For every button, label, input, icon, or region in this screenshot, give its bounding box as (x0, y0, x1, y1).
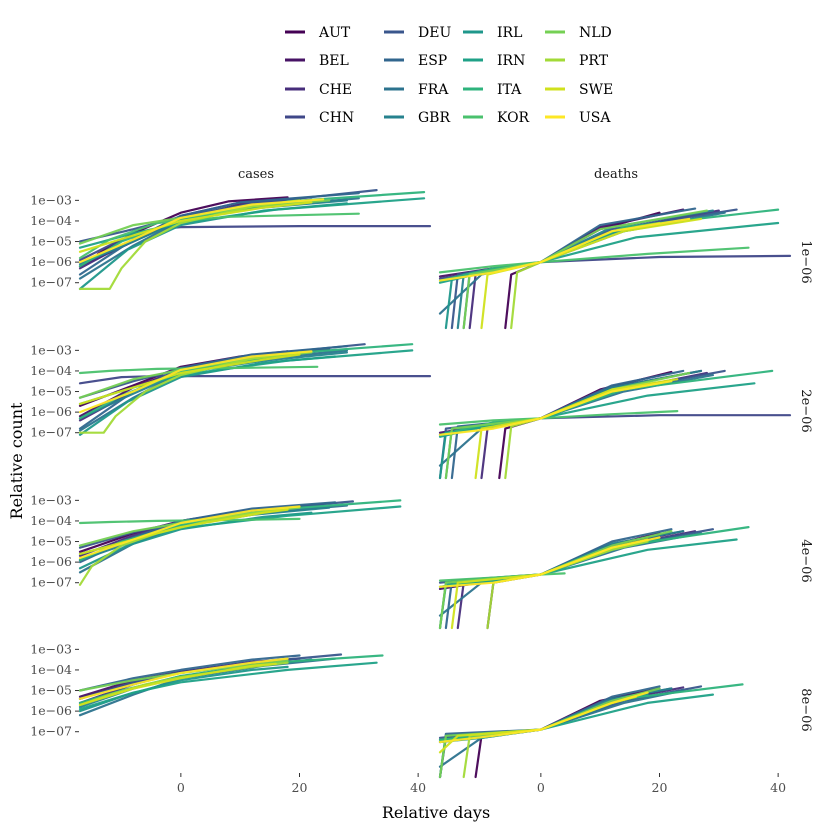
y-tick-label: 1e−06 (30, 404, 72, 419)
series-line-usa (438, 217, 691, 282)
y-tick-label: 1e−04 (30, 662, 72, 677)
legend-label-fra: FRA (418, 82, 449, 98)
series-line-usa (438, 536, 661, 588)
series-line-usa (438, 691, 649, 744)
panel-deaths-row-4 (438, 683, 744, 779)
legend-label-che: CHE (319, 82, 352, 98)
series-line-nld (462, 209, 709, 330)
y-tick-label: 1e−03 (30, 192, 72, 207)
y-axis-title: Relative count (7, 402, 26, 520)
y-tick-label: 1e−06 (30, 703, 72, 718)
series-line-prt (78, 507, 289, 586)
x-tick-label: 40 (770, 780, 786, 795)
axes: 1e−07 1e−06 1e−05 1e−04 1e−03 1e−07 1e−06 1e−05… (30, 192, 786, 795)
legend-label-kor: KOR (497, 110, 530, 126)
panel-deaths-row-1 (438, 207, 792, 330)
series-line-usa (78, 657, 289, 700)
series-line-deu (438, 528, 715, 584)
y-tick-label: 1e−07 (30, 275, 72, 290)
series-line-swe (78, 508, 289, 556)
legend-label-deu: DEU (418, 25, 451, 41)
y-tick-label: 1e−06 (30, 254, 72, 269)
series-line-fra (438, 532, 703, 617)
y-tick-label: 1e−07 (30, 425, 72, 440)
legend-label-irl: IRL (497, 25, 522, 41)
panel-cases-row-2 (78, 343, 432, 436)
series-line-usa (78, 505, 301, 560)
series-line-usa (438, 380, 673, 436)
series-line-prt (510, 221, 661, 330)
series-line-bel (438, 208, 685, 278)
x-axis-title: Relative days (382, 803, 490, 822)
series-line-kor (78, 212, 360, 260)
legend-label-prt: PRT (579, 53, 609, 69)
row-strip-label-2: 2e−06 (798, 389, 813, 432)
legend-label-chn: CHN (319, 110, 354, 126)
y-tick-label: 1e−07 (30, 575, 72, 590)
x-tick-label: 40 (410, 780, 426, 795)
y-tick-label: 1e−05 (30, 234, 72, 249)
x-tick-label: 0 (177, 780, 185, 795)
legend-label-usa: USA (579, 110, 611, 126)
series-line-ita (78, 499, 402, 562)
y-tick-label: 1e−04 (30, 363, 72, 378)
series-line-kor (78, 365, 319, 375)
series-line-prt (78, 351, 301, 434)
x-tick-label: 20 (652, 780, 668, 795)
panel-cases-row-4 (78, 653, 384, 717)
column-strip-label-cases: cases (238, 167, 274, 182)
legend-label-aut: AUT (318, 25, 351, 41)
series-line-irn (78, 661, 378, 711)
panels (78, 189, 792, 779)
legend-label-esp: ESP (418, 53, 447, 69)
series-line-usa (78, 198, 325, 264)
series-line-swe (78, 201, 313, 253)
x-tick-label: 20 (292, 780, 308, 795)
y-tick-label: 1e−05 (30, 683, 72, 698)
panel-deaths-row-2 (438, 369, 792, 480)
series-line-prt (78, 199, 301, 290)
panel-cases-row-3 (78, 499, 402, 586)
legend-label-nld: NLD (579, 25, 612, 41)
series-line-aut (486, 532, 661, 630)
series-line-usa (78, 350, 313, 414)
series-line-fra (438, 689, 685, 768)
series-line-swe (78, 353, 301, 405)
y-tick-label: 1e−05 (30, 384, 72, 399)
y-tick-label: 1e−06 (30, 554, 72, 569)
legend-label-gbr: GBR (418, 110, 450, 126)
y-tick-label: 1e−03 (30, 492, 72, 507)
series-line-kor (78, 517, 301, 525)
row-strip-label-4: 8e−06 (798, 688, 813, 731)
legend-label-ita: ITA (497, 82, 522, 98)
y-tick-label: 1e−04 (30, 213, 72, 228)
row-strip-label-3: 4e−06 (798, 539, 813, 582)
series-line-fra (438, 211, 726, 315)
series-line-esp (78, 654, 301, 692)
column-strip-label-deaths: deaths (594, 167, 638, 182)
y-tick-label: 1e−07 (30, 724, 72, 739)
legend: AUT BEL CHE CHN DEU ESP FRA GBR IRL IRN ITA KOR NLD P… (285, 25, 613, 126)
legend-label-swe: SWE (579, 82, 613, 98)
legend-label-irn: IRN (497, 53, 525, 69)
row-strip-label-1: 1e−06 (798, 240, 813, 283)
panel-deaths-row-3 (438, 525, 750, 630)
y-tick-label: 1e−05 (30, 534, 72, 549)
series-line-swe (78, 662, 277, 707)
y-tick-label: 1e−04 (30, 513, 72, 528)
legend-label-bel: BEL (319, 53, 349, 69)
y-tick-label: 1e−03 (30, 342, 72, 357)
x-tick-label: 0 (537, 780, 545, 795)
panel-cases-row-1 (78, 189, 432, 290)
y-tick-label: 1e−03 (30, 641, 72, 656)
series-line-esp (78, 192, 360, 276)
